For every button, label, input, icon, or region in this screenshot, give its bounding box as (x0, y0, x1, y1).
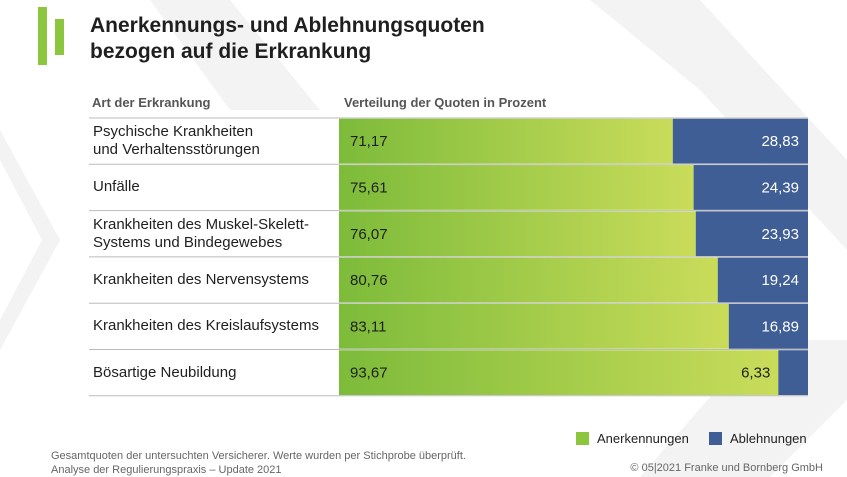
data-label-ablehnungen: 16,89 (761, 318, 799, 335)
values-column-header: Verteilung der Quoten in Prozent (344, 95, 547, 110)
bar-anerkennungen (339, 118, 673, 164)
bar-anerkennungen (339, 165, 694, 210)
data-label-anerkennungen: 83,11 (350, 318, 386, 335)
footnote-line2: Analyse der Regulierungspraxis – Update … (51, 464, 282, 476)
data-label-anerkennungen: 93,67 (350, 365, 388, 382)
category-label: Unfälle (93, 178, 140, 196)
data-label-anerkennungen: 76,07 (350, 226, 388, 243)
bar-ablehnungen (717, 257, 808, 303)
data-label-anerkennungen: 71,17 (350, 133, 388, 150)
logo-bar-left (38, 7, 47, 65)
category-label: Krankheiten des Nervensystems (93, 271, 309, 289)
bar-ablehnungen (728, 303, 808, 349)
legend-label-ablehnungen: Ablehnungen (730, 431, 807, 446)
legend-swatch-green (576, 432, 589, 445)
footnote-line1: Gesamtquoten der untersuchten Versichere… (51, 450, 466, 462)
data-label-ablehnungen: 24,39 (761, 179, 799, 196)
data-label-anerkennungen: 75,61 (350, 179, 388, 196)
chart-title-line1: Anerkennungs- und Ablehnungsquoten (90, 14, 485, 37)
bar-ablehnungen (778, 350, 808, 396)
bar-ablehnungen (693, 165, 808, 210)
category-label: Bösartige Neubildung (93, 363, 237, 381)
bar-anerkennungen (339, 350, 779, 396)
data-label-ablehnungen: 19,24 (761, 272, 799, 289)
category-label: Krankheiten des Kreislaufsystems (93, 317, 319, 335)
legend-swatch-blue (709, 432, 722, 445)
chart-title-line2: bezogen auf die Erkrankung (90, 40, 372, 63)
legend-item-anerkennungen: Anerkennungen (576, 431, 689, 446)
bar-ablehnungen (672, 118, 808, 164)
category-column-header: Art der Erkrankung (92, 95, 211, 110)
category-label: Krankheiten des Muskel-Skelett- Systems … (93, 215, 309, 251)
chart-title: Anerkennungs- und Ablehnungsquoten bezog… (90, 13, 485, 65)
bar-anerkennungen (339, 303, 729, 349)
copyright: © 05|2021 Franke und Bornberg GmbH (630, 462, 823, 474)
data-label-ablehnungen: 28,83 (761, 133, 799, 150)
category-label: Psychische Krankheiten und Verhaltensstö… (93, 123, 260, 159)
logo-bar-right (55, 19, 64, 55)
data-label-ablehnungen: 23,93 (761, 226, 799, 243)
legend-item-ablehnungen: Ablehnungen (709, 431, 807, 446)
bar-ablehnungen (695, 211, 808, 257)
data-label-ablehnungen: 6,33 (741, 365, 770, 382)
bar-anerkennungen (339, 211, 696, 257)
legend-label-anerkennungen: Anerkennungen (597, 431, 689, 446)
bar-anerkennungen (339, 257, 718, 303)
data-label-anerkennungen: 80,76 (350, 272, 388, 289)
footnote: Gesamtquoten der untersuchten Versichere… (51, 449, 466, 477)
